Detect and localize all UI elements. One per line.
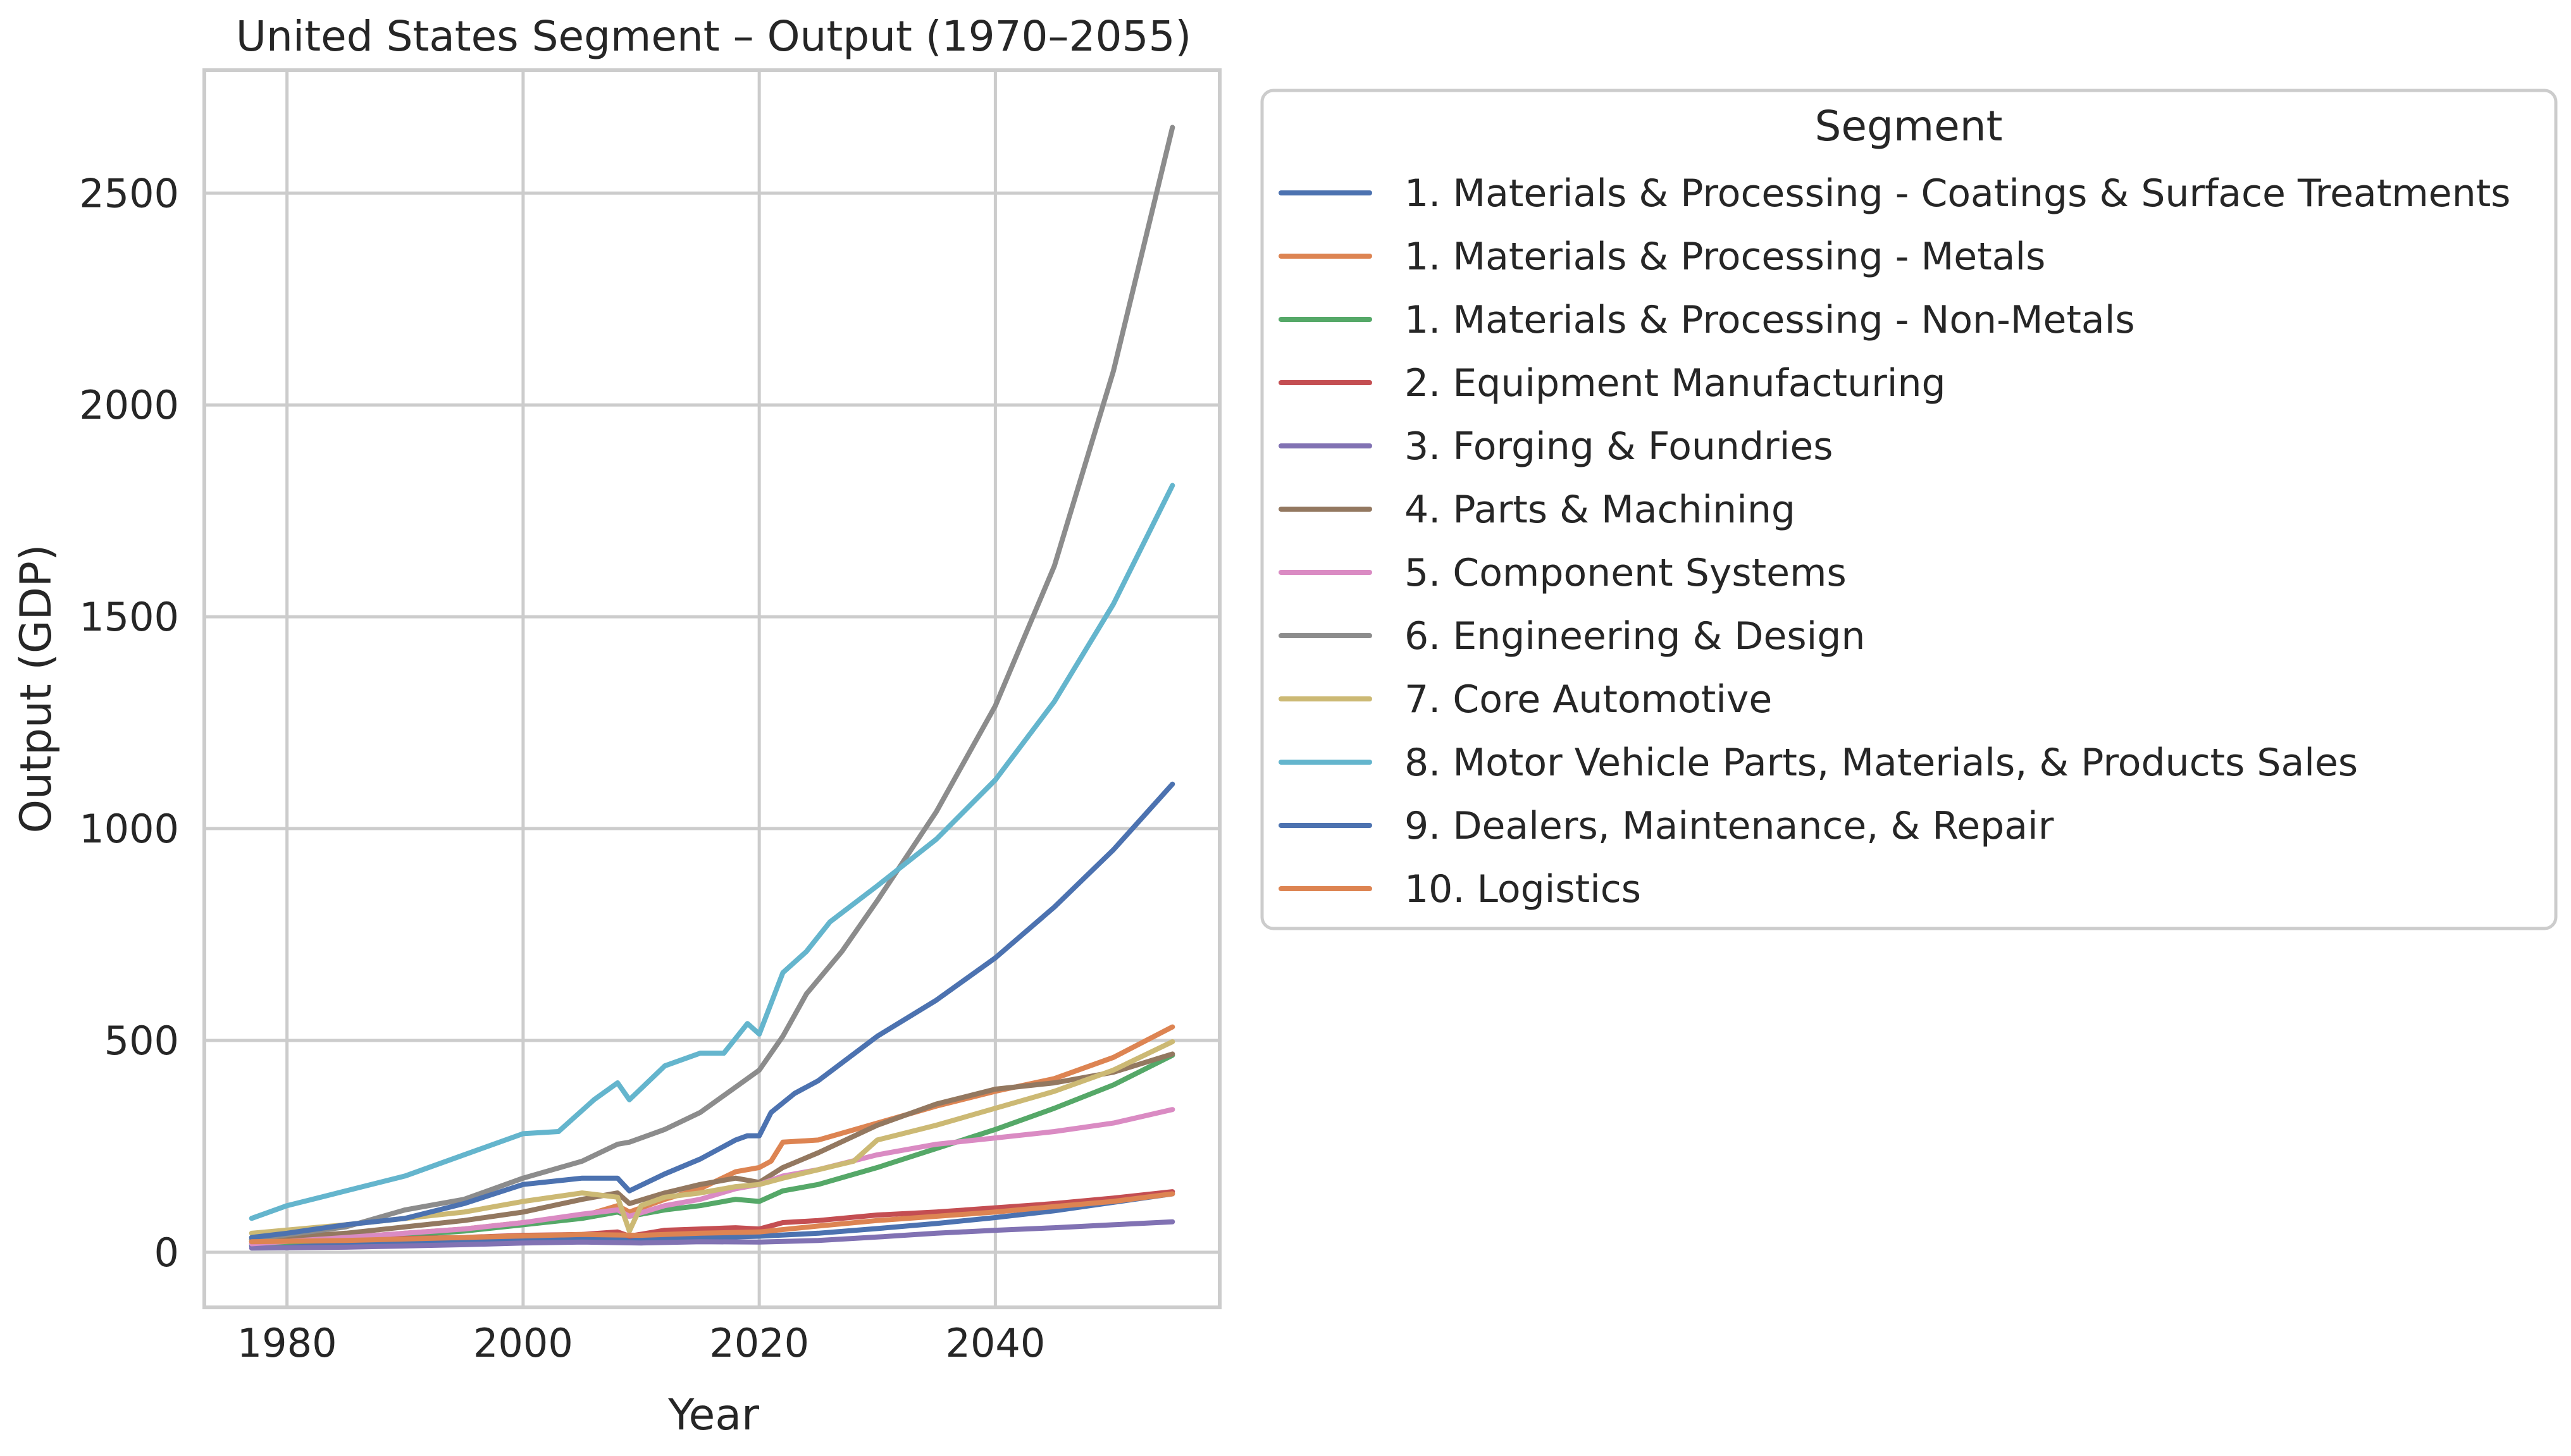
legend-label: 7. Core Automotive xyxy=(1404,677,1772,722)
series-line-6 xyxy=(249,1051,1175,1242)
series-line-9 xyxy=(249,1039,1175,1236)
x-tick-label: 2040 xyxy=(946,1320,1046,1366)
legend-label: 8. Motor Vehicle Parts, Materials, & Pro… xyxy=(1404,741,2358,785)
y-tick-label: 2500 xyxy=(79,170,179,216)
legend-title: Segment xyxy=(1815,102,2003,151)
series-line-5 xyxy=(249,1219,1175,1251)
x-tick-labels: 1980 2000 2020 2040 xyxy=(237,1320,1046,1366)
y-tick-label: 2000 xyxy=(79,382,179,428)
legend-label: 2. Equipment Manufacturing xyxy=(1404,361,1946,405)
legend-label: 6. Engineering & Design xyxy=(1404,614,1865,658)
y-tick-label: 1000 xyxy=(79,806,179,852)
series-line-1 xyxy=(249,1191,1175,1249)
legend-label: 1. Materials & Processing - Metals xyxy=(1404,235,2045,279)
series-lines xyxy=(249,125,1175,1251)
legend-label: 4. Parts & Machining xyxy=(1404,488,1795,532)
series-line-11 xyxy=(249,781,1175,1240)
legend-label: 10. Logistics xyxy=(1404,867,1641,911)
y-axis-title: Output (GDP) xyxy=(11,545,61,834)
series-line-8 xyxy=(249,125,1175,1242)
x-gridlines xyxy=(285,70,997,1307)
legend-label: 1. Materials & Processing - Coatings & S… xyxy=(1404,171,2511,216)
legend: Segment 1. Materials & Processing - Coat… xyxy=(1260,89,2558,930)
legend-label: 3. Forging & Foundries xyxy=(1404,424,1833,469)
y-tick-label: 500 xyxy=(104,1018,179,1064)
legend-label: 9. Dealers, Maintenance, & Repair xyxy=(1404,804,2054,848)
series-line-10 xyxy=(249,483,1175,1221)
legend-label: 5. Component Systems xyxy=(1404,551,1847,595)
plot-frame xyxy=(202,68,1222,1309)
x-axis-title: Year xyxy=(667,1390,759,1440)
x-tick-label: 1980 xyxy=(237,1320,337,1366)
y-gridlines xyxy=(204,191,1220,1254)
legend-box xyxy=(1260,89,2558,930)
series-line-12 xyxy=(249,1191,1175,1245)
chart-title: United States Segment – Output (1970–205… xyxy=(236,12,1192,61)
y-tick-label: 1500 xyxy=(79,594,179,640)
y-tick-labels: 0 500 1000 1500 2000 2500 xyxy=(79,170,179,1276)
legend-items: 1. Materials & Processing - Coatings & S… xyxy=(1279,171,2511,911)
series-line-7 xyxy=(249,1107,1175,1247)
legend-label: 1. Materials & Processing - Non-Metals xyxy=(1404,298,2135,342)
y-tick-label: 0 xyxy=(154,1230,179,1276)
x-tick-label: 2000 xyxy=(473,1320,573,1366)
x-tick-label: 2020 xyxy=(709,1320,809,1366)
